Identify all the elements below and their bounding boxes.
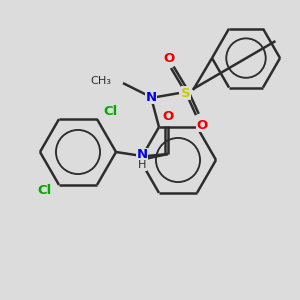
Text: N: N bbox=[146, 91, 157, 103]
Text: O: O bbox=[162, 110, 174, 122]
Text: Cl: Cl bbox=[104, 105, 118, 118]
Text: CH₃: CH₃ bbox=[90, 76, 111, 86]
Text: O: O bbox=[164, 52, 175, 64]
Text: Cl: Cl bbox=[38, 184, 52, 197]
Text: N: N bbox=[136, 148, 148, 161]
Text: S: S bbox=[181, 87, 191, 100]
Text: O: O bbox=[196, 118, 208, 132]
Text: H: H bbox=[138, 160, 146, 170]
